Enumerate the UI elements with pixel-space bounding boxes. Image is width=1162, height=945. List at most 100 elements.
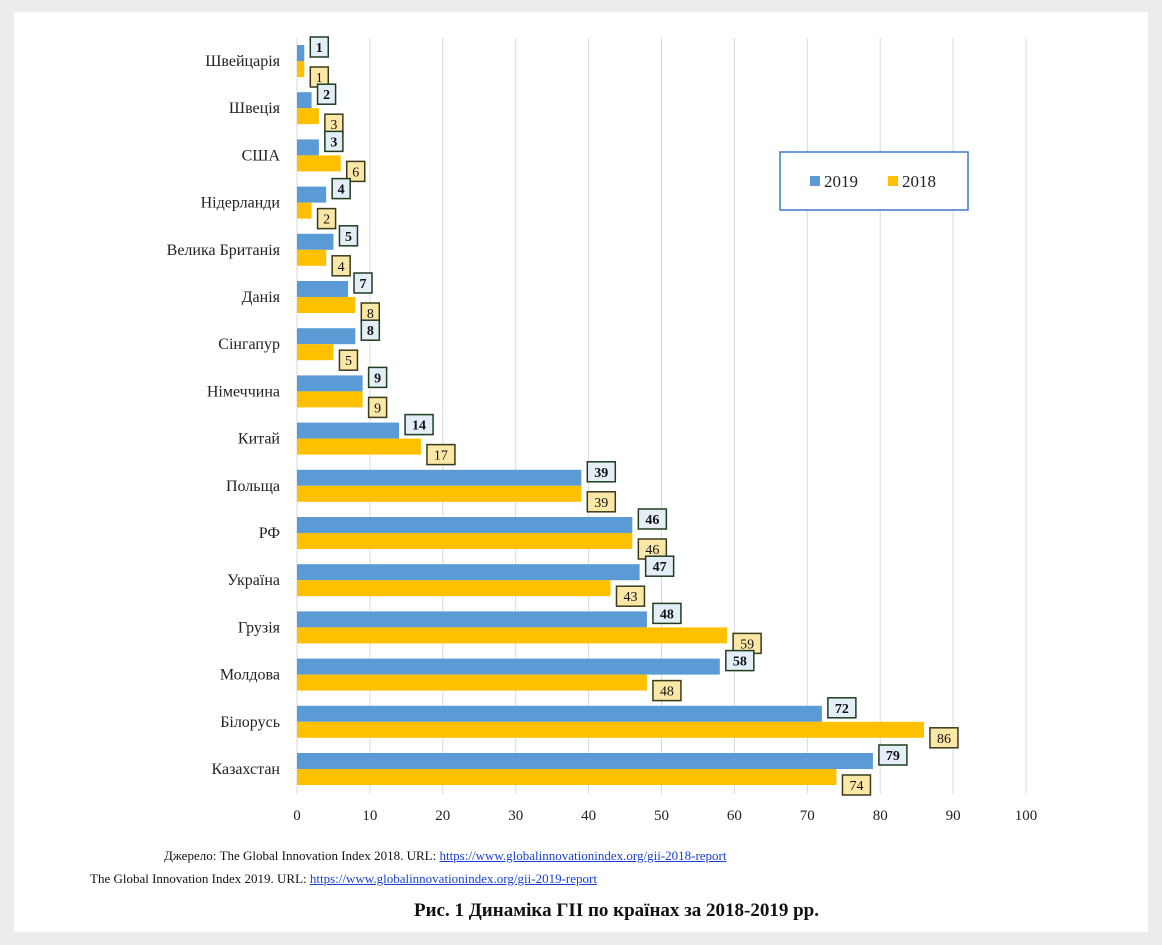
category-label: Нідерланди: [201, 195, 281, 212]
data-label-box: [615, 585, 646, 607]
data-label-box: [367, 366, 388, 389]
data-label-box: [644, 555, 675, 577]
x-tick-label: 10: [362, 808, 377, 824]
bar-2019: [297, 328, 356, 345]
data-label-box: [652, 602, 682, 625]
data-label-box: [827, 697, 857, 719]
bar-2018: [297, 108, 319, 125]
legend-box: [779, 151, 969, 211]
data-label: 4: [338, 183, 345, 198]
source-text-2018: Джерело: The Global Innovation Index 201…: [164, 848, 440, 863]
x-tick-label: 30: [508, 808, 523, 824]
legend: 2019 2018: [779, 151, 969, 211]
bar-2019: [297, 186, 327, 203]
data-label-box: [338, 225, 359, 247]
x-tick-label: 80: [873, 808, 888, 824]
category-label: Казахстан: [212, 761, 281, 778]
document-page: Швейцарія Швеція США Нідерланди Велика Брита…: [14, 12, 1148, 932]
category-label: Данія: [242, 289, 281, 306]
bar-2018: [297, 61, 305, 77]
data-label: 74: [849, 779, 863, 794]
x-tick-label: 40: [581, 808, 596, 824]
bar-2019: [297, 611, 647, 628]
figure-caption: Рис. 1 Динаміка ГІІ по країнах за 2018-2…: [414, 900, 819, 921]
bar-2019: [297, 375, 363, 392]
category-label: США: [242, 147, 281, 164]
data-label: 58: [733, 655, 747, 670]
x-axis-ticks: 0 10 20 30 40 50 60 70 80 90 100: [293, 808, 1037, 824]
data-label-box: [426, 443, 456, 466]
bar-2019: [297, 469, 582, 486]
data-label-box: [331, 255, 351, 277]
bar-2018: [297, 249, 327, 266]
bar-2018: [297, 438, 421, 455]
bar-2019: [297, 92, 312, 109]
bar-2018: [297, 297, 356, 313]
bar-2019: [297, 705, 822, 722]
bar-2019: [297, 753, 873, 769]
data-label: 47: [653, 560, 667, 575]
data-label-box: [360, 319, 381, 341]
data-label: 48: [660, 607, 674, 622]
data-label: 86: [937, 732, 951, 747]
bar-2018: [297, 344, 334, 361]
data-label-box: [353, 272, 373, 294]
data-labels: 1123364254788599141739394646474348595848…: [309, 36, 959, 796]
gridlines: [296, 38, 1027, 794]
bar-2018: [297, 485, 582, 502]
category-label: Сінгапур: [218, 336, 280, 353]
bar-2018: [297, 769, 837, 785]
source-link-2018[interactable]: https://www.globalinnovationindex.org/gi…: [439, 848, 727, 863]
bar-2018: [297, 202, 312, 219]
data-label: 59: [740, 637, 754, 652]
legend-label-2019: 2019: [824, 172, 858, 191]
bar-2019: [297, 422, 400, 439]
category-label: РФ: [259, 525, 280, 542]
data-label: 2: [323, 213, 330, 228]
bar-2019: [297, 45, 305, 61]
data-label-box: [324, 130, 344, 153]
data-label: 79: [886, 749, 900, 764]
bar-2019: [297, 517, 633, 533]
data-label: 1: [316, 71, 323, 86]
data-label: 2: [323, 88, 330, 103]
bar-2018: [297, 533, 633, 549]
data-label: 9: [374, 371, 381, 386]
bar-2018: [297, 580, 611, 597]
data-label: 4: [338, 260, 345, 275]
y-axis-labels: Швейцарія Швеція США Нідерланди Велика Брита…: [167, 53, 281, 778]
x-tick-label: 50: [654, 808, 669, 824]
data-label-box: [586, 461, 617, 483]
data-label: 7: [360, 277, 367, 292]
data-label-box: [841, 774, 872, 796]
data-label: 39: [594, 496, 608, 511]
source-link-2019[interactable]: https://www.globalinnovationindex.org/gi…: [309, 871, 597, 886]
category-label: Китай: [238, 431, 281, 448]
data-label-box: [652, 679, 682, 702]
data-label-box: [338, 349, 359, 371]
data-label-box: [637, 508, 668, 530]
data-label: 5: [345, 230, 352, 245]
data-label: 17: [434, 449, 448, 464]
bar-2018: [297, 721, 924, 738]
data-label: 3: [330, 135, 337, 150]
legend-swatch-2018: [888, 176, 898, 186]
data-label-box: [878, 744, 908, 766]
x-tick-label: 60: [727, 808, 742, 824]
data-label: 8: [367, 307, 374, 322]
source-line-2018: Джерело: The Global Innovation Index 201…: [164, 848, 727, 864]
category-label: Польща: [226, 478, 280, 495]
category-label: Україна: [227, 572, 280, 589]
data-label: 3: [330, 118, 337, 133]
category-label: Швеція: [229, 100, 281, 117]
data-label-box: [929, 727, 959, 749]
data-label: 9: [374, 401, 381, 416]
source-text-2019: The Global Innovation Index 2019. URL:: [90, 871, 310, 886]
category-label: Німеччина: [207, 383, 280, 400]
x-tick-label: 70: [800, 808, 815, 824]
category-label: Білорусь: [220, 714, 280, 731]
data-label: 39: [594, 466, 608, 481]
data-label: 5: [345, 354, 352, 369]
data-label: 14: [412, 419, 426, 434]
x-tick-label: 20: [435, 808, 450, 824]
